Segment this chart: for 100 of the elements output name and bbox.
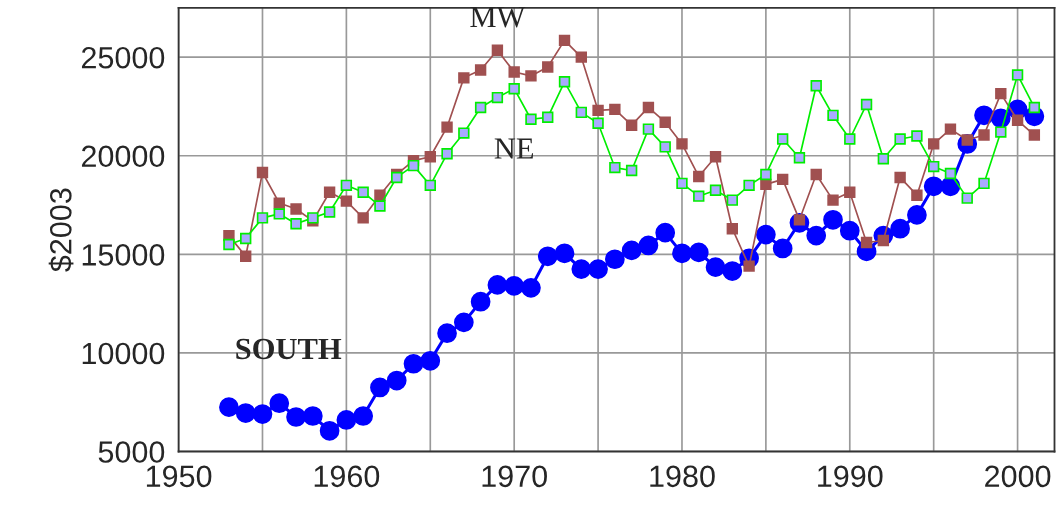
point [927, 160, 940, 173]
x-tick-label: 2000 [985, 465, 1051, 488]
point [458, 72, 470, 84]
point [1028, 129, 1041, 141]
point [995, 126, 1007, 138]
point [223, 238, 235, 251]
point [693, 170, 705, 183]
point [709, 184, 722, 196]
point [542, 111, 554, 123]
point [474, 101, 487, 114]
point [894, 171, 906, 184]
point [273, 197, 285, 209]
point [743, 179, 755, 192]
y-tick-label: 20000 [81, 145, 165, 168]
point [911, 189, 923, 201]
point [642, 101, 655, 114]
point [592, 104, 604, 117]
point [353, 406, 374, 426]
point [894, 133, 906, 145]
point [437, 323, 457, 344]
point [336, 410, 357, 430]
point [273, 208, 285, 220]
point [877, 153, 890, 165]
point [676, 177, 688, 190]
point [810, 80, 822, 92]
point [508, 83, 520, 95]
point [357, 212, 369, 224]
series-label: NE [494, 138, 534, 159]
point [756, 224, 776, 245]
point [844, 133, 856, 145]
point [625, 119, 638, 131]
point [722, 261, 743, 281]
point [726, 223, 739, 235]
point [776, 173, 789, 186]
point [810, 168, 822, 181]
point [571, 259, 592, 279]
series-label: SOUTH [236, 338, 342, 360]
point [827, 194, 839, 206]
point [458, 127, 470, 139]
point [1028, 101, 1041, 114]
x-tick-label: 1990 [818, 465, 883, 488]
point [923, 176, 944, 197]
point [588, 259, 608, 279]
point [907, 205, 927, 225]
x-tick-label: 1960 [314, 465, 380, 488]
point [609, 161, 621, 174]
point [760, 168, 772, 181]
point [525, 70, 537, 82]
point [693, 190, 705, 202]
point [659, 116, 671, 128]
point [558, 76, 571, 88]
point [604, 249, 625, 270]
point [374, 200, 386, 212]
y-tick-label: 5000 [98, 441, 165, 463]
point [726, 194, 739, 206]
point [504, 276, 525, 296]
point [470, 291, 491, 312]
point [487, 275, 508, 295]
point [407, 159, 420, 172]
point [642, 123, 655, 135]
point [688, 242, 709, 263]
point [508, 66, 520, 78]
point [441, 148, 453, 160]
point [386, 370, 407, 391]
point [806, 225, 827, 246]
point [860, 236, 873, 249]
point [625, 164, 638, 177]
point [525, 113, 537, 125]
point [772, 238, 793, 259]
point [844, 186, 856, 198]
point [592, 117, 604, 129]
point [521, 277, 541, 298]
point [760, 178, 772, 191]
point [357, 186, 369, 198]
point [575, 106, 587, 119]
point [240, 250, 252, 263]
point [424, 179, 436, 192]
point [995, 87, 1007, 100]
point [911, 130, 923, 142]
point [776, 133, 789, 145]
point [424, 151, 436, 163]
point [827, 109, 839, 122]
point [340, 195, 353, 207]
point [839, 220, 860, 241]
y-tick-label: 25000 [81, 46, 165, 69]
point [659, 141, 671, 153]
point [240, 232, 252, 245]
point [961, 192, 973, 204]
point [793, 152, 806, 164]
point [290, 218, 302, 230]
point [944, 167, 957, 180]
point [978, 129, 990, 141]
point [558, 34, 571, 47]
x-tick-label: 1980 [650, 465, 715, 488]
point [575, 51, 587, 63]
point [621, 240, 642, 261]
x-tick-label: 1950 [146, 465, 212, 488]
point [676, 138, 688, 150]
point [256, 166, 269, 179]
point [290, 203, 302, 215]
